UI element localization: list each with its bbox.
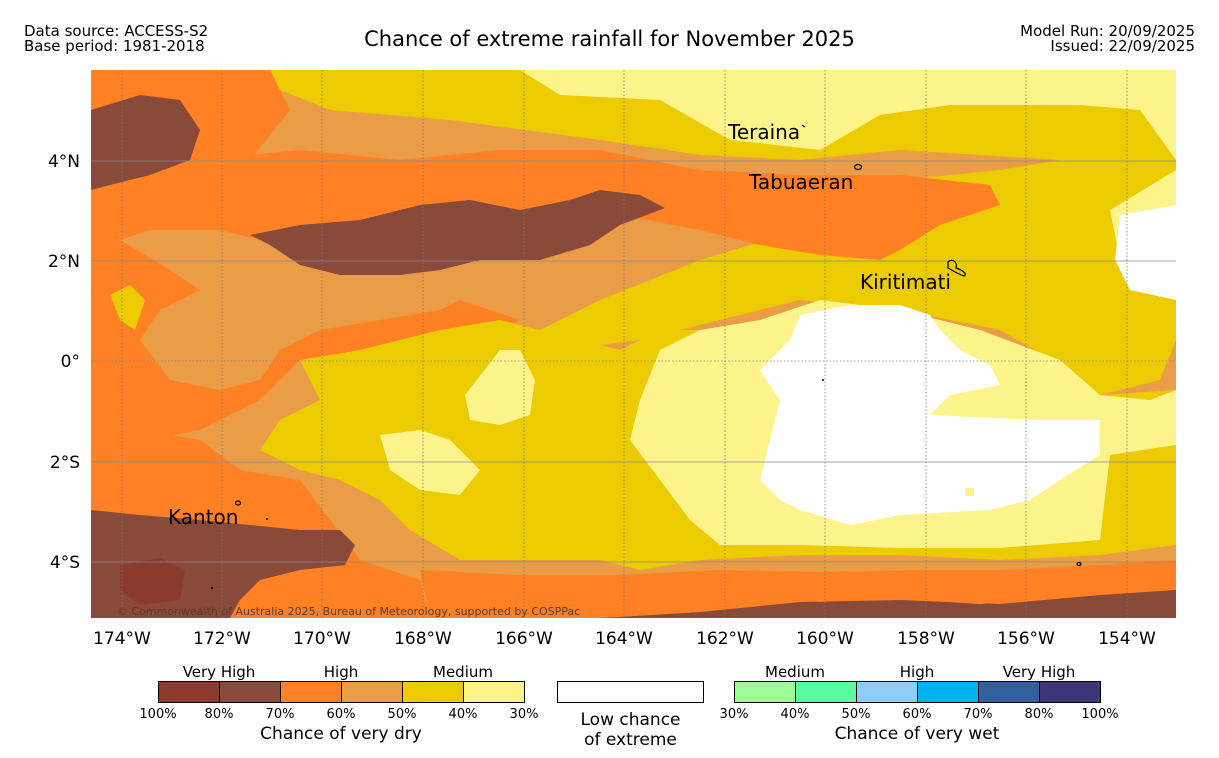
lon-label: 174°W: [93, 629, 151, 649]
dry-swatch: [219, 682, 280, 702]
kiritimati-island: [947, 259, 966, 277]
map-latlines: [91, 160, 1176, 563]
region-60-70-west: [91, 70, 520, 440]
model-run: Model Run: 20/09/2025: [1020, 22, 1195, 40]
place-labels: Teraina Tabuaeran Kiritimati Kanton: [168, 120, 951, 529]
dry-tick: 100%: [139, 707, 177, 722]
dry-swatch: [280, 682, 341, 702]
wet-cat-very-high: Very High: [1002, 663, 1076, 681]
dry-tick: 70%: [265, 707, 295, 722]
low-chance-label: Low chance of extreme: [557, 710, 704, 750]
region-low-chance: [760, 305, 1100, 525]
dry-tick: 60%: [326, 707, 356, 722]
base-period: Base period: 1981-2018: [24, 37, 205, 55]
lon-label: 160°W: [796, 629, 854, 649]
dry-cat-high: High: [323, 663, 359, 681]
region-40-50-west: [110, 285, 145, 330]
dry-tick: 30%: [509, 707, 539, 722]
wet-tick: 100%: [1081, 707, 1119, 722]
islet-dot: [822, 379, 824, 381]
wet-swatch: [1039, 682, 1100, 702]
wet-swatch: [795, 682, 856, 702]
map-plot-area: [91, 70, 1176, 618]
wet-legend-title: Chance of very wet: [834, 724, 1000, 744]
region-80-100-southwest: [120, 558, 185, 605]
tabuaeran-island: [853, 163, 863, 171]
wet-tick: 40%: [780, 707, 810, 722]
lat-label: 2°N: [48, 252, 80, 272]
wet-swatch: [978, 682, 1039, 702]
region-30-40-southcentral: [380, 430, 480, 495]
dry-swatch: [402, 682, 463, 702]
region-30-40-speck: [965, 488, 974, 496]
wet-tick: 30%: [719, 707, 749, 722]
lon-label: 162°W: [696, 629, 754, 649]
lat-label: 4°N: [48, 152, 80, 172]
lon-label: 172°W: [193, 629, 251, 649]
islands: [234, 124, 1082, 567]
islet-dot-3: [266, 518, 268, 520]
label-kiritimati: Kiritimati: [860, 270, 951, 294]
lon-label: 166°W: [495, 629, 553, 649]
wet-cat-medium: Medium: [765, 663, 825, 681]
dry-cat-medium: Medium: [433, 663, 493, 681]
south-islet: [1076, 561, 1082, 567]
region-70-80-central: [250, 190, 665, 275]
islet-dot-2: [210, 586, 214, 590]
label-tabuaeran: Tabuaeran: [748, 170, 853, 194]
dry-cat-very-high: Very High: [182, 663, 256, 681]
region-70-80-south: [600, 585, 1176, 618]
lon-label: 168°W: [394, 629, 452, 649]
region-low-chance-east: [1115, 205, 1176, 300]
data-source: Data source: ACCESS-S2: [24, 22, 209, 40]
header-right: Model Run: 20/09/2025 Issued: 22/09/2025: [1020, 24, 1195, 54]
region-70-80-northwest: [91, 95, 200, 190]
lon-label: 164°W: [595, 629, 653, 649]
dry-swatch: [341, 682, 402, 702]
lon-label: 154°W: [1098, 629, 1156, 649]
lat-label: 2°S: [50, 453, 80, 473]
label-kanton: Kanton: [168, 505, 238, 529]
wet-tick: 80%: [1024, 707, 1054, 722]
dry-tick: 50%: [387, 707, 417, 722]
region-40-50-north: [270, 70, 1176, 395]
lon-label: 158°W: [897, 629, 955, 649]
region-60-70-south: [420, 560, 1176, 618]
region-30-40-central: [465, 350, 535, 425]
dry-swatch: [159, 682, 219, 702]
lat-label: 4°S: [50, 553, 80, 573]
wet-tick: 70%: [963, 707, 993, 722]
copyright-notice: © Commonwealth of Australia 2025, Bureau…: [117, 605, 580, 618]
wet-swatch: [735, 682, 795, 702]
low-chance-line2: of extreme: [584, 730, 677, 750]
region-30-40-north: [520, 70, 1176, 160]
map-title: Chance of extreme rainfall for November …: [364, 27, 855, 51]
dry-legend-title: Chance of very dry: [260, 724, 422, 744]
lon-label: 156°W: [997, 629, 1055, 649]
dry-swatch: [463, 682, 524, 702]
lon-label: 170°W: [293, 629, 351, 649]
wet-tick: 50%: [841, 707, 871, 722]
label-teraina: Teraina: [727, 120, 800, 144]
lat-label: 0°: [61, 352, 80, 372]
low-chance-line1: Low chance: [580, 710, 681, 730]
wet-cat-high: High: [899, 663, 935, 681]
wet-colorbar: [734, 681, 1101, 703]
dry-tick: 40%: [448, 707, 478, 722]
wet-tick: 60%: [902, 707, 932, 722]
wet-swatch: [856, 682, 917, 702]
lat-axis: 4°N 2°N 0° 2°S 4°S: [48, 152, 80, 573]
kanton-island: [234, 500, 242, 506]
rainfall-map: Teraina Tabuaeran Kiritimati Kanton © Co…: [48, 70, 1176, 649]
dry-colorbar: [158, 681, 525, 703]
teraina-island: [801, 124, 806, 128]
low-chance-swatch: [557, 681, 704, 703]
dry-tick: 80%: [204, 707, 234, 722]
issued-date: Issued: 22/09/2025: [1050, 37, 1195, 55]
lon-axis: 174°W 172°W 170°W 168°W 166°W 164°W 162°…: [93, 629, 1156, 649]
header-left: Data source: ACCESS-S2 Base period: 1981…: [24, 24, 208, 54]
wet-swatch: [917, 682, 978, 702]
